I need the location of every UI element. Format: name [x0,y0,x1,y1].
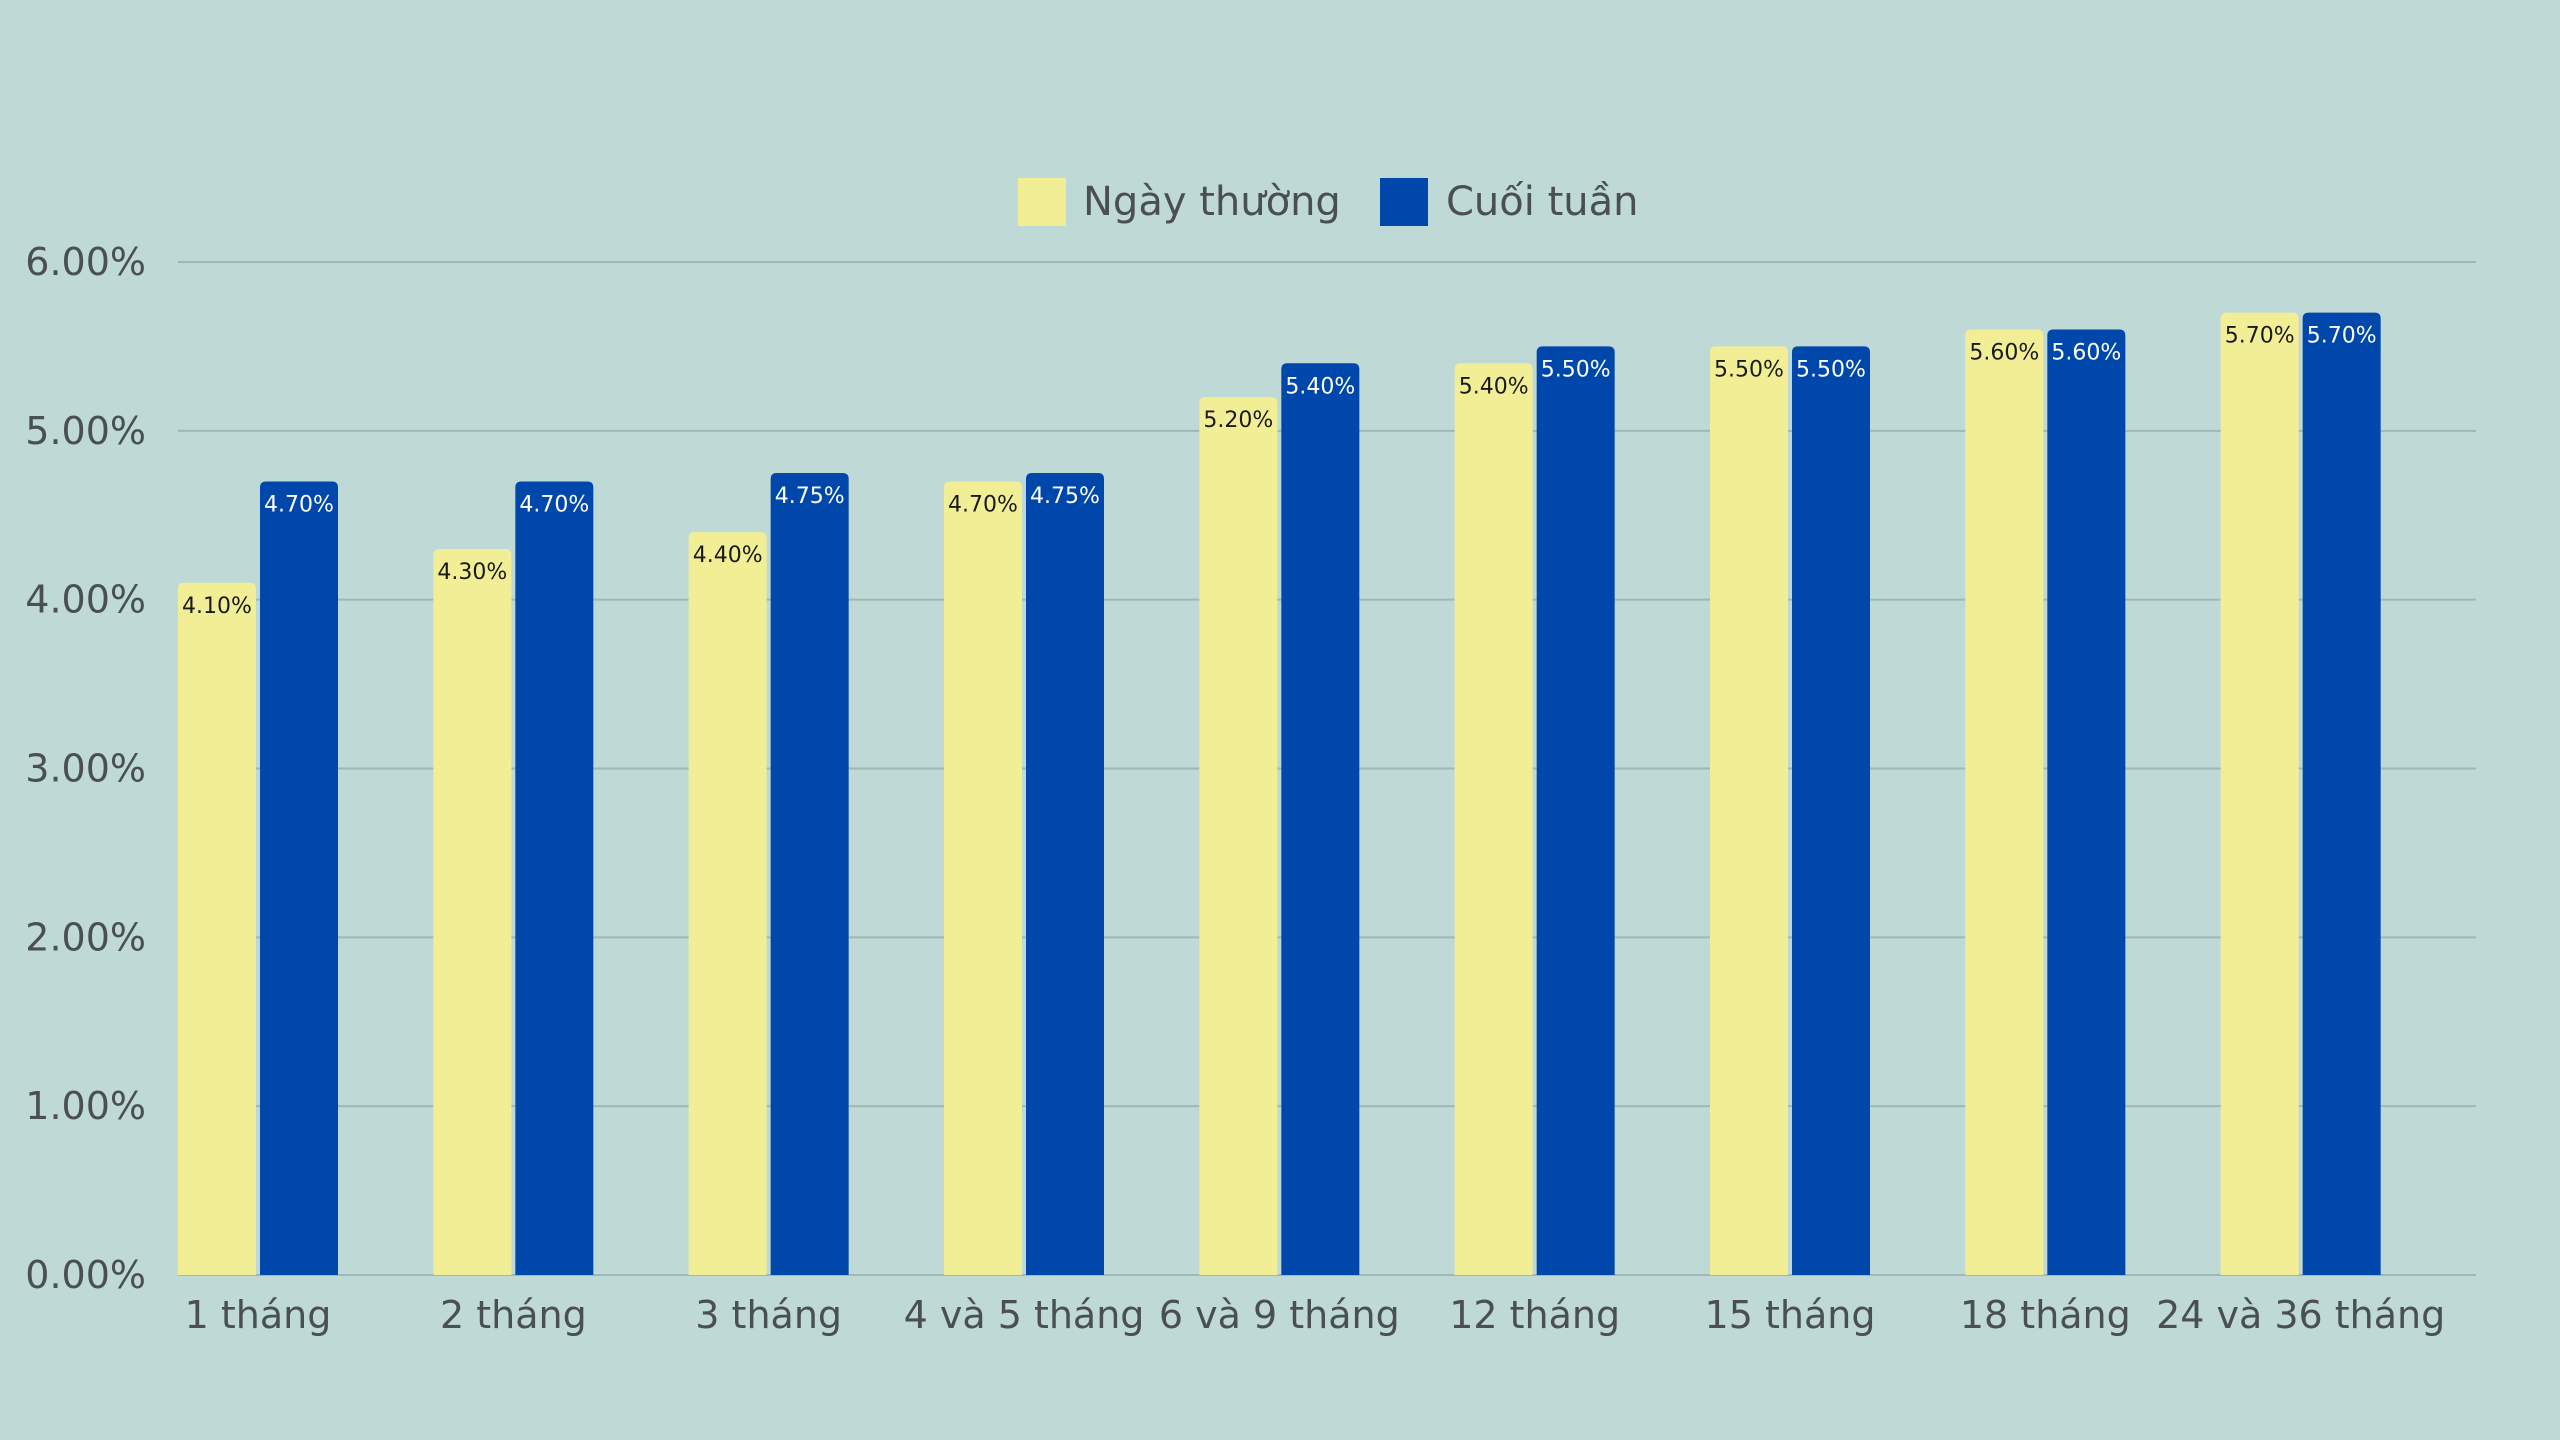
bar-cuoi-tuan [1792,346,1870,1276]
y-tick-label: 0.00% [25,1253,146,1297]
y-axis-tick-labels: 0.00% 1.00% 2.00% 3.00% 4.00% 5.00% 6.00% [25,240,146,1297]
bar-ngay-thuong [433,549,512,1275]
data-label: 4.75% [1030,484,1100,509]
data-label: 4.70% [264,492,334,517]
bar-cuoi-tuan [1026,473,1104,1276]
x-category-label: 3 tháng [695,1293,842,1337]
y-tick-label: 4.00% [25,578,146,622]
y-tick-label: 6.00% [25,240,146,284]
legend-label: Cuối tuần [1446,179,1638,225]
x-category-label: 15 tháng [1705,1293,1876,1337]
data-label: 4.10% [182,594,252,619]
legend-swatch [1018,178,1066,226]
data-label: 4.70% [519,492,589,517]
bar-cuoi-tuan [1281,363,1360,1275]
bar-cuoi-tuan [1536,346,1615,1276]
bar-ngay-thuong [1454,363,1533,1275]
x-category-label: 4 và 5 tháng [904,1293,1145,1337]
legend: Ngày thường Cuối tuần [1018,178,1638,226]
bar-ngay-thuong [178,582,256,1275]
bar-cuoi-tuan [2302,312,2381,1275]
x-category-label: 2 tháng [440,1293,587,1337]
data-label: 5.40% [1459,374,1529,399]
bar-ngay-thuong [1965,329,2044,1275]
x-category-label: 24 và 36 tháng [2156,1293,2445,1337]
bars [178,312,2381,1276]
data-label: 5.50% [1541,357,1611,382]
x-category-label: 6 và 9 tháng [1159,1293,1400,1337]
y-tick-label: 2.00% [25,915,146,959]
data-label: 4.75% [775,484,845,509]
y-tick-label: 1.00% [25,1084,146,1128]
data-label: 5.70% [2307,324,2377,349]
x-axis-category-labels: 1 tháng 2 tháng 3 tháng 4 và 5 tháng 6 và 9 … [185,1293,2446,1337]
bar-cuoi-tuan [260,481,338,1275]
bar-ngay-thuong [944,481,1022,1275]
data-label: 5.20% [1203,408,1273,433]
data-label: 4.30% [437,560,507,585]
data-label: 5.60% [1969,341,2039,366]
data-label: 5.70% [2225,324,2295,349]
bar-cuoi-tuan [770,473,849,1276]
x-category-label: 12 tháng [1449,1293,1620,1337]
bar-ngay-thuong [1199,397,1278,1276]
x-category-label: 18 tháng [1960,1293,2131,1337]
bar-ngay-thuong [1710,346,1788,1276]
y-tick-label: 5.00% [25,409,146,453]
bar-cuoi-tuan [515,481,594,1275]
x-category-label: 1 tháng [185,1293,332,1337]
data-labels: 4.10% 4.70% 4.30% 4.70% 4.40% 4.75% 4.70% 4.75%… [182,324,2377,619]
bar-cuoi-tuan [2047,329,2126,1275]
bar-ngay-thuong [2220,312,2299,1275]
bar-ngay-thuong [688,532,767,1275]
data-label: 4.40% [693,543,763,568]
data-label: 5.50% [1714,357,1784,382]
data-label: 4.70% [948,492,1018,517]
legend-swatch [1380,178,1428,226]
data-label: 5.60% [2051,341,2121,366]
legend-label: Ngày thường [1083,179,1341,225]
data-label: 5.40% [1285,374,1355,399]
data-label: 5.50% [1796,357,1866,382]
y-tick-label: 3.00% [25,747,146,791]
